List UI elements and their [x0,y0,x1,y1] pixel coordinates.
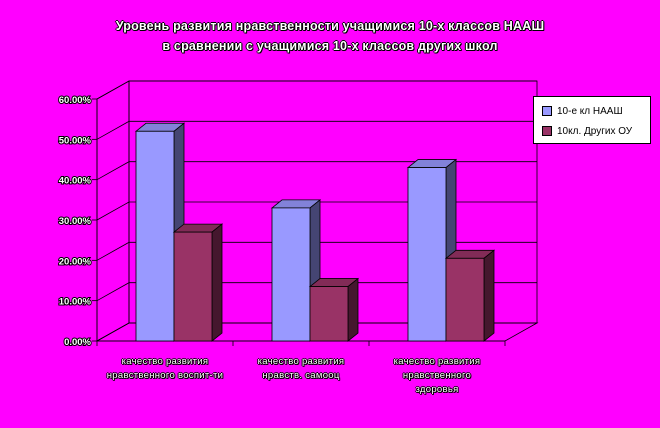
legend-label: 10кл. Других ОУ [557,125,633,137]
bar [308,277,360,342]
bar-side [347,277,359,342]
y-tick-label: 10.00% [59,297,92,308]
bar-side [211,223,223,342]
bar-front [445,257,485,342]
bar-front [173,231,213,342]
chart-subtitle: в сравнении с учащимися 10-х классов дру… [162,39,498,53]
gridline [96,120,537,140]
x-tick-label-line: нравств. самооц [262,370,340,381]
y-tick-label: 30.00% [59,216,92,227]
bar-front [309,286,349,342]
bar [444,249,496,342]
x-tick-label-line: качество развития [393,356,481,367]
x-tick-label-line: здоровья [415,384,459,395]
y-tick-label: 0.00% [64,337,91,348]
legend-entry: 10кл. Других ОУ [542,124,632,138]
y-tick-label: 20.00% [59,256,92,267]
gridline [96,241,537,261]
chart-title: Уровень развития нравственности учащимис… [115,19,545,33]
x-tick-label: качество развития нравственного здоровья [369,355,505,397]
y-tick-label: 40.00% [59,176,92,187]
legend-label: 10-е кл НААШ [557,105,623,117]
y-tick-label: 50.00% [59,135,92,146]
x-tick-label-line: качество развития [257,356,345,367]
bar-front [407,167,447,342]
bar-front [135,130,175,342]
legend-swatch [542,106,552,116]
gridline [96,201,537,221]
legend-swatch [542,126,552,136]
bar-side [483,249,495,342]
bar-front [271,207,311,342]
gridline [96,80,537,100]
chart-legend: 10-е кл НААШ 10кл. Других ОУ [533,96,651,144]
y-tick-label: 60.00% [59,95,92,106]
legend-entry: 10-е кл НААШ [542,104,623,118]
gridline [96,161,537,181]
x-tick-label-line: нравственного воспит-ти [106,370,224,381]
x-tick-label: качество развития нравств. самооц [233,355,369,383]
x-tick-label-line: качество развития [121,356,209,367]
x-tick-label-line: нравственного [402,370,472,381]
gridline [96,282,537,302]
bar [172,223,224,342]
x-tick-label: качество развития нравственного воспит-ти [97,355,233,383]
gridline [96,322,537,342]
